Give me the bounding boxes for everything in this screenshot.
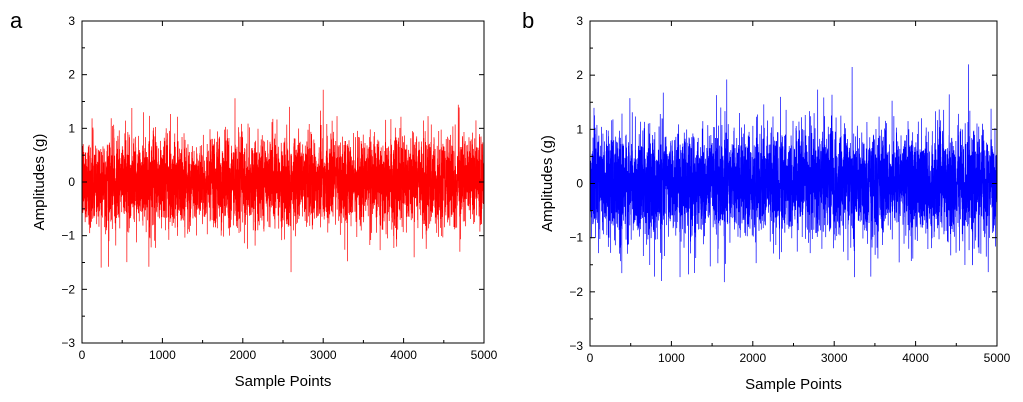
- x-tick-label: 4000: [902, 351, 929, 365]
- y-tick-label: 1: [68, 121, 75, 135]
- panel-letter: b: [522, 8, 534, 33]
- y-axis-title: Amplitudes (g): [31, 134, 48, 231]
- x-tick-label: 3000: [310, 348, 337, 362]
- y-tick-label: −2: [61, 282, 75, 296]
- x-tick-label: 5000: [984, 351, 1011, 365]
- panel-letter: a: [10, 8, 23, 33]
- panel-b: b 0 1000 2000 3000 4000 5000 −3 −2 −1 0 1 2 3 Sample P…: [522, 8, 1011, 393]
- y-tick-label: −3: [569, 339, 583, 353]
- y-tick-label: 0: [576, 177, 583, 191]
- x-tick-label: 0: [587, 351, 594, 365]
- x-tick-label: 1000: [658, 351, 685, 365]
- x-tick-label: 2000: [229, 348, 256, 362]
- x-tick-label: 3000: [821, 351, 848, 365]
- x-axis-title: Sample Points: [235, 373, 332, 390]
- x-tick-label: 0: [79, 348, 86, 362]
- x-tick-label: 1000: [149, 348, 176, 362]
- x-axis-title: Sample Points: [745, 376, 842, 393]
- y-tick-label: −3: [61, 336, 75, 350]
- y-tick-label: 2: [576, 68, 583, 82]
- y-tick-label: −1: [569, 231, 583, 245]
- y-tick-label: −2: [569, 285, 583, 299]
- y-tick-label: 1: [576, 122, 583, 136]
- series-line-signal-b: [589, 64, 998, 283]
- y-tick-label: 3: [576, 14, 583, 28]
- x-tick-label: 2000: [739, 351, 766, 365]
- x-tick-label: 4000: [390, 348, 417, 362]
- y-tick-label: −1: [61, 229, 75, 243]
- y-axis-title: Amplitudes (g): [539, 135, 556, 232]
- series-line-signal-a: [81, 89, 485, 273]
- x-tick-label: 5000: [471, 348, 498, 362]
- y-tick-label: 3: [68, 14, 75, 28]
- panel-a: a 0 1000 2000 3000 4000 5000 −3 −2 −1 0 1 2 3 Sample P…: [10, 8, 498, 390]
- y-tick-label: 2: [68, 68, 75, 82]
- y-tick-label: 0: [68, 175, 75, 189]
